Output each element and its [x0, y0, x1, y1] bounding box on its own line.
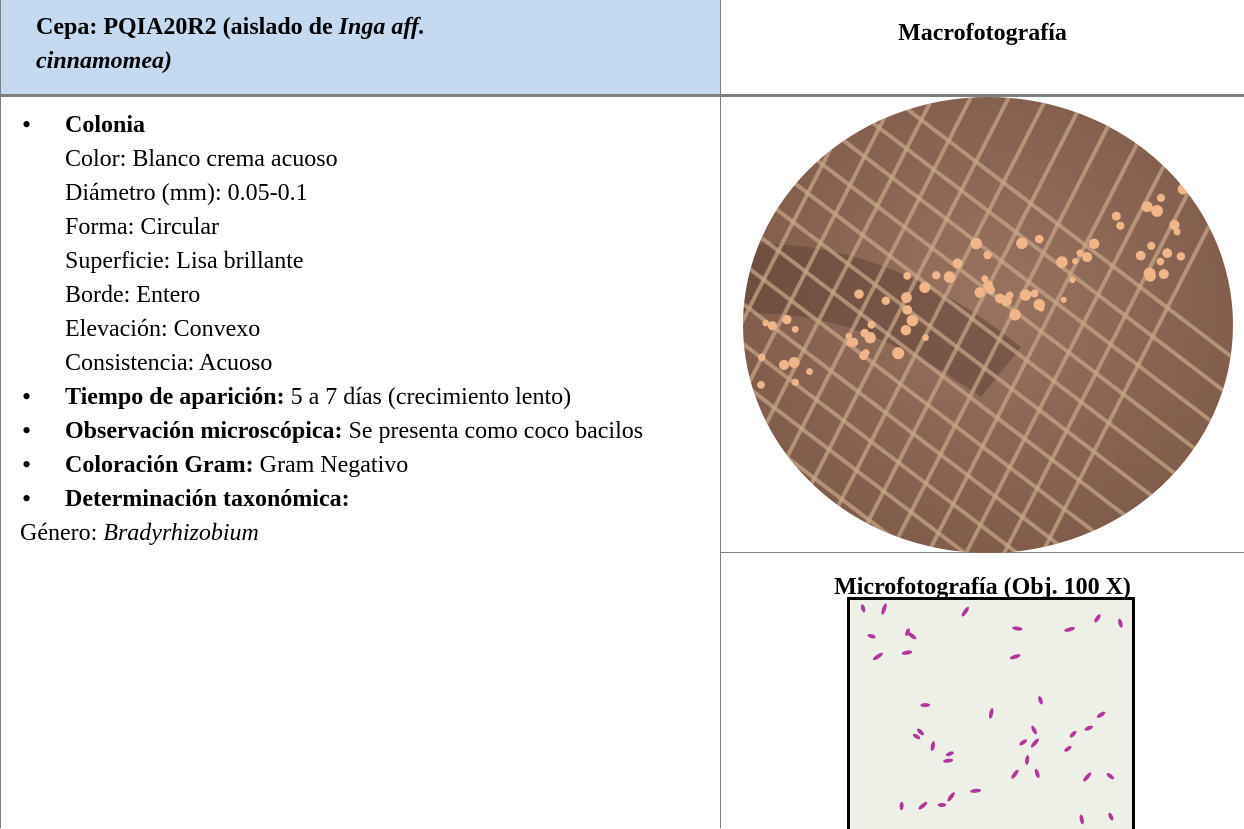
colony-dot	[854, 289, 863, 298]
colony-dot	[975, 287, 986, 298]
colony-dot	[971, 238, 982, 249]
micro-photo	[847, 597, 1135, 829]
colony-property: Color: Blanco crema acuoso	[22, 142, 712, 176]
genus: Género: Bradyrhizobium	[20, 516, 712, 550]
colony-dot	[901, 292, 912, 303]
colony-dot	[1147, 242, 1155, 250]
colony-dot	[1030, 290, 1038, 298]
strain-title: Cepa: PQIA20R2 (aislado de Inga aff. cinn…	[36, 10, 706, 78]
host-name: cinnamomea)	[36, 48, 172, 74]
colony-property: Forma: Circular	[22, 210, 712, 244]
macro-title: Macrofotografía	[721, 16, 1244, 50]
colony-dot	[1072, 258, 1078, 264]
colony-dot	[867, 321, 875, 329]
colony-dot	[1009, 309, 1020, 320]
colony-dot	[1056, 256, 1068, 268]
colony-dot	[907, 315, 919, 327]
colony-dot	[882, 296, 891, 305]
colony-dot	[792, 379, 799, 386]
colony-dot	[782, 315, 791, 324]
item-label: Tiempo de aparición:	[65, 384, 285, 410]
genus-label: Género:	[20, 520, 103, 546]
colony-dot	[983, 251, 991, 259]
item-text: 5 a 7 días (crecimiento lento)	[285, 384, 572, 410]
description: Colonia Color: Blanco crema acuosoDiámet…	[22, 108, 712, 550]
bullet-item: Determinación taxonómica:	[22, 482, 712, 516]
item-label: Observación microscópica:	[65, 418, 343, 444]
colony-dot	[845, 333, 852, 340]
bullet-item: Coloración Gram: Gram Negativo	[22, 448, 712, 482]
colony-dot	[903, 272, 911, 280]
colony-dot	[932, 271, 940, 279]
colony-dot	[919, 282, 930, 293]
colony-property: Diámetro (mm): 0.05-0.1	[22, 176, 712, 210]
colony-property: Borde: Entero	[22, 278, 712, 312]
item-text: Gram Negativo	[254, 452, 409, 478]
colony-property: Elevación: Convexo	[22, 312, 712, 346]
colony-dot	[1061, 297, 1067, 303]
colony-dot	[779, 360, 789, 370]
colony-dot	[902, 305, 912, 315]
colony-dot	[768, 321, 777, 330]
bullet-list: Tiempo de aparición: 5 a 7 días (crecimi…	[22, 380, 712, 516]
colony-dot	[1035, 235, 1044, 244]
colony-dot	[1177, 252, 1186, 261]
colony-dot	[1116, 222, 1124, 230]
macro-photo	[721, 97, 1244, 567]
strain-label: Cepa: PQIA20R2 (aislado de	[36, 14, 339, 40]
colony-dot	[1089, 239, 1100, 250]
colony-heading: Colonia	[65, 112, 145, 138]
colony-dot	[1162, 248, 1172, 258]
bacterium	[938, 803, 947, 807]
colony-dot	[944, 271, 956, 283]
colony-dot	[1016, 237, 1028, 249]
colony-dot	[1020, 289, 1031, 300]
colony-dot	[1112, 212, 1121, 221]
host-name: Inga aff.	[339, 14, 425, 40]
bullet-item: Observación microscópica: Se presenta co…	[22, 414, 712, 448]
genus-value: Bradyrhizobium	[103, 520, 259, 546]
item-label: Coloración Gram:	[65, 452, 254, 478]
colony-dot	[758, 354, 765, 361]
table-border	[0, 0, 1, 828]
colony-dot	[1034, 299, 1046, 311]
colony-dot	[901, 325, 912, 336]
item-text: Se presenta como coco bacilos	[343, 418, 644, 444]
bullet-item: Colonia	[22, 108, 712, 142]
colony-dot	[846, 339, 854, 347]
colony-dot	[789, 357, 800, 368]
colony-dot	[892, 347, 904, 359]
colony-dot	[1076, 249, 1083, 256]
item-label: Determinación taxonómica:	[65, 486, 350, 512]
colony-dot	[1157, 258, 1165, 266]
colony-property: Consistencia: Acuoso	[22, 346, 712, 380]
colony-dot	[1151, 205, 1163, 217]
colony-dot	[1136, 251, 1146, 261]
colony-dot	[792, 326, 799, 333]
colony-dot	[862, 349, 869, 356]
colony-dot	[1159, 269, 1169, 279]
colony-dot	[986, 285, 995, 294]
colony-property: Superficie: Lisa brillante	[22, 244, 712, 278]
colony-dot	[922, 334, 929, 341]
colony-dot	[1174, 228, 1181, 235]
colony-dot	[1069, 277, 1075, 283]
colony-dot	[1006, 292, 1014, 300]
colony-dot	[1142, 201, 1153, 212]
colony-dot	[757, 381, 765, 389]
bullet-item: Tiempo de aparición: 5 a 7 días (crecimi…	[22, 380, 712, 414]
colony-dot	[806, 368, 813, 375]
colony-dot	[1178, 184, 1189, 195]
colony-dot	[1144, 268, 1156, 280]
colony-dot	[953, 258, 963, 268]
colony-dot	[1157, 194, 1165, 202]
colony-dot	[860, 329, 869, 338]
